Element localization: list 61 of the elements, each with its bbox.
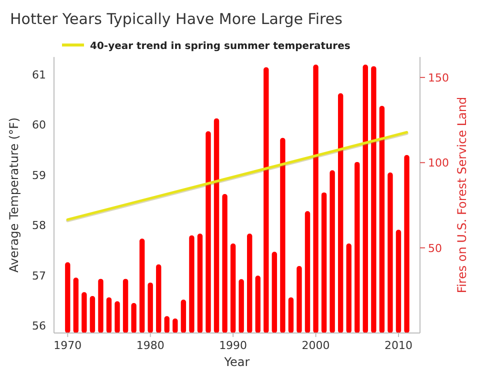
bar: [230, 244, 236, 333]
y2-tick-label: 150: [428, 71, 449, 84]
bar: [371, 66, 376, 333]
x-tick-label: 2000: [302, 339, 330, 352]
bar: [139, 238, 145, 333]
chart-title: Hotter Years Typically Have More Large Fires: [10, 10, 343, 28]
bar: [197, 234, 203, 333]
bar: [156, 264, 162, 333]
bar: [304, 211, 310, 333]
bar: [106, 297, 112, 333]
bar: [272, 252, 278, 333]
bar: [65, 262, 70, 333]
y-tick-label: 59: [32, 168, 46, 182]
bar: [288, 297, 294, 333]
x-tick-label: 1970: [54, 339, 82, 352]
y-tick-label: 60: [32, 118, 46, 132]
bar: [388, 172, 393, 333]
y2-axis-title: Fires on U.S. Forest Service Land: [455, 96, 469, 294]
bar: [362, 64, 368, 333]
x-tick-label: 1990: [219, 339, 248, 352]
bar: [98, 278, 104, 333]
bar: [82, 292, 87, 333]
y-tick-label: 61: [32, 68, 46, 82]
y2-tick-label: 100: [428, 156, 449, 170]
bar: [206, 131, 211, 333]
bar: [122, 278, 128, 333]
bar: [172, 318, 178, 333]
y-tick-label: 58: [32, 219, 46, 232]
x-axis-title: Year: [223, 355, 250, 369]
bar: [296, 266, 302, 333]
bar: [131, 303, 136, 333]
bar: [338, 93, 344, 333]
legend-label: 40-year trend in spring summer temperatures: [90, 41, 350, 52]
bar: [189, 235, 194, 333]
bar: [222, 194, 228, 333]
bar: [214, 118, 220, 333]
bar: [164, 316, 170, 333]
y2-tick-label: 50: [428, 242, 442, 255]
bar: [379, 106, 385, 333]
y-tick-label: 56: [32, 319, 46, 332]
bar: [264, 67, 269, 333]
bar: [354, 162, 360, 333]
bar: [247, 234, 252, 333]
bar: [330, 170, 335, 333]
bar: [148, 282, 153, 333]
bar: [280, 138, 286, 333]
bar: [114, 301, 120, 333]
bar: [321, 192, 327, 333]
y-tick-label: 57: [32, 269, 46, 282]
x-tick-label: 1980: [136, 339, 164, 352]
bar: [255, 276, 260, 333]
bar: [90, 296, 96, 333]
bar: [73, 278, 79, 333]
bar: [313, 64, 318, 333]
bar: [404, 154, 410, 333]
bar: [180, 300, 186, 333]
bar: [346, 244, 352, 333]
x-tick-label: 2010: [384, 339, 412, 352]
bar: [238, 279, 244, 333]
bar: [396, 230, 402, 333]
y-axis-title: Average Temperature (°F): [7, 117, 21, 273]
